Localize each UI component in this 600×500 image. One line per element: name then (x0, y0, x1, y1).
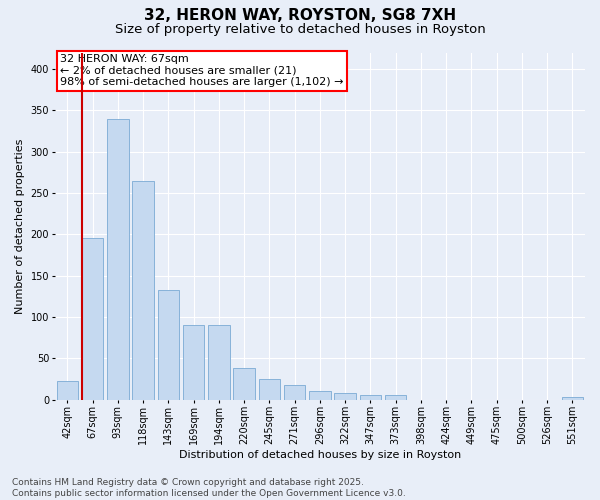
X-axis label: Distribution of detached houses by size in Royston: Distribution of detached houses by size … (179, 450, 461, 460)
Bar (284, 384, 305, 400)
Bar (158, 290, 179, 400)
Bar (359, 396, 381, 400)
Text: Size of property relative to detached houses in Royston: Size of property relative to detached ho… (115, 22, 485, 36)
Text: Contains HM Land Registry data © Crown copyright and database right 2025.
Contai: Contains HM Land Registry data © Crown c… (12, 478, 406, 498)
Bar (309, 392, 331, 400)
Bar (385, 396, 406, 400)
Bar (208, 325, 230, 400)
Y-axis label: Number of detached properties: Number of detached properties (15, 138, 25, 314)
Bar (82, 238, 103, 400)
Bar (56, 382, 78, 400)
Bar (183, 325, 205, 400)
Text: 32 HERON WAY: 67sqm
← 2% of detached houses are smaller (21)
98% of semi-detache: 32 HERON WAY: 67sqm ← 2% of detached hou… (60, 54, 344, 88)
Text: 32, HERON WAY, ROYSTON, SG8 7XH: 32, HERON WAY, ROYSTON, SG8 7XH (144, 8, 456, 22)
Bar (133, 180, 154, 400)
Bar (334, 393, 356, 400)
Bar (107, 118, 128, 400)
Bar (562, 397, 583, 400)
Bar (233, 368, 255, 400)
Bar (259, 379, 280, 400)
